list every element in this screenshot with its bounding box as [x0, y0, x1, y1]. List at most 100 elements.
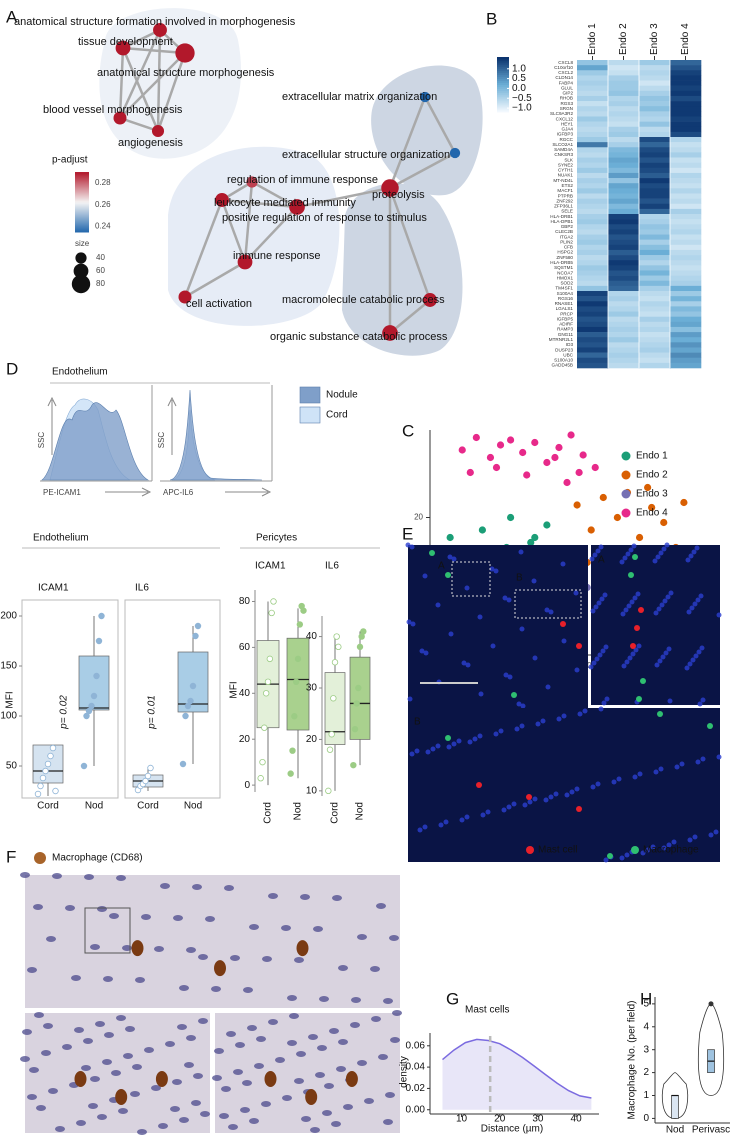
- gene-label: DUSP23: [555, 347, 573, 352]
- legend-swatch: [631, 846, 639, 854]
- panel-title: ICAM1: [38, 583, 69, 594]
- gene-label: GADD45B: [552, 363, 573, 368]
- colorbar-step: [75, 218, 89, 221]
- gene-label: MT-ND4L: [553, 178, 573, 183]
- colorbar-step: [75, 194, 89, 197]
- point: [507, 513, 515, 522]
- nucleus: [665, 594, 671, 600]
- heat-cell: [670, 337, 702, 343]
- nucleus: [41, 1050, 51, 1056]
- point: [680, 498, 688, 507]
- heat-cell: [608, 167, 640, 174]
- node-label: macromolecule catabolic process: [282, 294, 445, 306]
- colorbar-step: [75, 172, 89, 175]
- nucleus: [655, 554, 661, 560]
- heat-cell: [639, 152, 671, 158]
- gene-label: GIP2: [563, 91, 574, 96]
- y-tick-label: 50: [6, 761, 18, 772]
- nucleus: [518, 549, 524, 555]
- y-tick-label: 40: [306, 631, 318, 642]
- nucleus: [654, 662, 660, 668]
- heat-cell: [577, 183, 609, 189]
- heat-cell: [577, 352, 609, 359]
- cluster-blob: [371, 65, 483, 196]
- network-edge: [122, 46, 186, 55]
- nucleus: [490, 643, 496, 649]
- nucleus: [519, 626, 525, 632]
- heat-cell: [670, 208, 702, 215]
- nucleus: [548, 794, 554, 800]
- heat-cell: [577, 70, 609, 76]
- heat-cell: [608, 321, 640, 328]
- heat-cell: [577, 260, 609, 266]
- nucleus: [658, 766, 664, 772]
- nucleus: [389, 935, 399, 941]
- cell-signal: [638, 607, 644, 613]
- heat-cell: [577, 188, 609, 194]
- data-point: [95, 637, 103, 645]
- gene-label: HEY1: [561, 121, 573, 126]
- point: [496, 441, 505, 449]
- nucleus: [324, 1083, 334, 1089]
- colorbar-step: [497, 108, 509, 111]
- y-tick-label: 3: [643, 1044, 649, 1055]
- nucleus: [338, 1039, 348, 1045]
- panel-label: E: [402, 524, 413, 543]
- nucleus: [619, 855, 625, 861]
- gene-label: RNASE1: [555, 301, 574, 306]
- cell-signal: [576, 806, 582, 812]
- y-tick-label: 20: [306, 734, 318, 745]
- nucleus: [592, 552, 598, 558]
- nucleus: [451, 741, 457, 747]
- nucleus: [289, 1013, 299, 1019]
- nucleus: [261, 1101, 271, 1107]
- nucleus: [83, 1038, 93, 1044]
- colorbar-step: [75, 204, 89, 207]
- nucleus: [451, 556, 457, 562]
- axis-label: SSC: [37, 432, 46, 449]
- data-point: [262, 690, 270, 697]
- cell-signal: [476, 782, 482, 788]
- gene-label: CLEC2B: [555, 229, 573, 234]
- heat-cell: [577, 131, 609, 138]
- colorbar-label: 1.0: [512, 63, 526, 74]
- node-label: angiogenesis: [118, 137, 183, 149]
- heat-cell: [608, 178, 640, 184]
- stained-cell: [155, 1071, 168, 1087]
- heat-cell: [639, 193, 671, 199]
- heat-cell: [577, 296, 609, 302]
- data-point: [356, 643, 364, 651]
- heat-cell: [639, 291, 671, 297]
- heat-cell: [608, 116, 640, 122]
- network-node: [153, 23, 167, 37]
- gene-label: RGS3: [560, 101, 573, 106]
- nucleus: [409, 751, 415, 757]
- heat-cell: [639, 342, 671, 348]
- network-edge: [156, 52, 187, 132]
- network-node: [178, 290, 192, 304]
- nucleus: [507, 674, 513, 680]
- nucleus: [104, 1032, 114, 1038]
- heat-cell: [639, 347, 671, 353]
- nucleus: [95, 1021, 105, 1027]
- nucleus: [698, 593, 704, 599]
- heat-cell: [670, 291, 702, 297]
- colorbar-step: [497, 92, 509, 95]
- colorbar-step: [75, 216, 89, 219]
- gene-label: GNG11: [558, 332, 574, 337]
- nucleus: [192, 884, 202, 890]
- point: [613, 513, 621, 522]
- cluster-blob: [99, 8, 242, 159]
- axis-label: Distance (µm): [481, 1124, 543, 1135]
- cell-signal: [511, 692, 517, 698]
- nucleus: [657, 658, 663, 664]
- heat-cell: [639, 260, 671, 266]
- heat-cell: [639, 296, 671, 302]
- heat-cell: [670, 352, 702, 359]
- nucleus: [503, 672, 509, 678]
- node-label: cell activation: [186, 298, 252, 310]
- colorbar-step: [75, 202, 89, 205]
- heat-cell: [639, 208, 671, 215]
- section-title: Pericytes: [256, 533, 297, 544]
